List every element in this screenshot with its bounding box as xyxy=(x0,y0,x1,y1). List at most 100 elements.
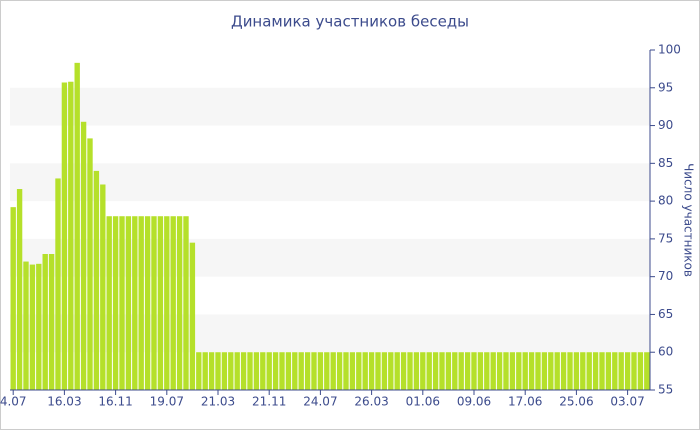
bar xyxy=(55,178,61,390)
bar xyxy=(157,216,164,390)
bar xyxy=(567,352,573,390)
grid-band xyxy=(10,238,650,277)
bar xyxy=(247,352,253,390)
bar xyxy=(484,352,490,390)
grid-band xyxy=(10,163,650,202)
bar xyxy=(202,352,208,390)
bar xyxy=(375,352,381,390)
bar xyxy=(490,352,496,390)
bar xyxy=(119,216,125,390)
bar xyxy=(10,207,16,390)
y-tick-label: 65 xyxy=(658,307,673,321)
bar xyxy=(413,352,420,390)
y-tick-label: 80 xyxy=(658,194,673,208)
bar xyxy=(272,352,279,390)
bar xyxy=(528,352,535,390)
bar xyxy=(196,352,202,390)
bar xyxy=(503,352,509,390)
bar xyxy=(535,352,541,390)
bar xyxy=(234,352,240,390)
x-tick-label: 16.11 xyxy=(98,395,132,409)
bar xyxy=(330,352,336,390)
y-axis-label: Число участников xyxy=(682,163,696,277)
y-tick-label: 70 xyxy=(658,269,673,283)
y-tick-label: 85 xyxy=(658,156,673,170)
bar xyxy=(554,352,560,390)
bar xyxy=(279,352,285,390)
bar xyxy=(471,352,477,390)
bar xyxy=(29,264,36,390)
bar xyxy=(560,352,567,390)
bar xyxy=(23,261,29,390)
bar xyxy=(61,82,68,390)
bar xyxy=(618,352,624,390)
y-tick-label: 100 xyxy=(658,43,681,57)
bar xyxy=(311,352,317,390)
bar xyxy=(362,352,368,390)
bar xyxy=(151,216,157,390)
bar xyxy=(253,352,260,390)
bar xyxy=(522,352,528,390)
bar xyxy=(16,189,23,390)
bar xyxy=(592,352,599,390)
x-tick-label: 16.03 xyxy=(47,395,81,409)
bar xyxy=(132,216,138,390)
bar xyxy=(509,352,516,390)
bar xyxy=(426,352,432,390)
bar xyxy=(605,352,612,390)
bar xyxy=(631,352,637,390)
y-tick-label: 95 xyxy=(658,80,673,94)
bar xyxy=(68,81,74,390)
x-tick-label: 01.06 xyxy=(406,395,440,409)
bar xyxy=(292,352,298,390)
bar xyxy=(343,352,349,390)
bar xyxy=(208,352,215,390)
bar xyxy=(138,216,144,390)
x-tick-label: 17.06 xyxy=(508,395,542,409)
bar xyxy=(42,254,48,390)
x-tick-label: 09.06 xyxy=(457,395,491,409)
bar xyxy=(215,352,221,390)
bar xyxy=(381,352,388,390)
bar xyxy=(87,138,93,390)
y-tick-label: 55 xyxy=(658,383,673,397)
chart-title: Динамика участников беседы xyxy=(231,13,469,31)
bar xyxy=(420,352,426,390)
bar xyxy=(260,352,266,390)
x-tick-label: 03.07 xyxy=(610,395,644,409)
bar xyxy=(624,352,631,390)
bar xyxy=(439,352,445,390)
bar xyxy=(298,352,304,390)
bar xyxy=(228,352,234,390)
x-tick-label: 19.07 xyxy=(150,395,184,409)
bar xyxy=(164,216,170,390)
x-tick-label: 4.07 xyxy=(0,395,27,409)
bar xyxy=(74,62,80,390)
bar xyxy=(496,352,503,390)
bar xyxy=(599,352,605,390)
y-tick-label: 90 xyxy=(658,118,673,132)
bar xyxy=(464,352,471,390)
bar xyxy=(573,352,580,390)
bar xyxy=(637,352,644,390)
y-tick-label: 75 xyxy=(658,231,673,245)
bar xyxy=(612,352,618,390)
bar xyxy=(106,216,112,390)
bar xyxy=(221,352,228,390)
bar xyxy=(112,216,119,390)
bar xyxy=(189,242,196,390)
bar xyxy=(407,352,413,390)
grid-band xyxy=(10,87,650,126)
bar xyxy=(125,216,132,390)
bar xyxy=(452,352,458,390)
bar xyxy=(93,170,100,390)
bar xyxy=(368,352,375,390)
grid-band xyxy=(10,314,650,353)
bar xyxy=(285,352,292,390)
bar xyxy=(445,352,452,390)
bar xyxy=(176,216,183,390)
bar xyxy=(400,352,407,390)
bar xyxy=(240,352,247,390)
bar xyxy=(266,352,272,390)
bar xyxy=(144,216,151,390)
